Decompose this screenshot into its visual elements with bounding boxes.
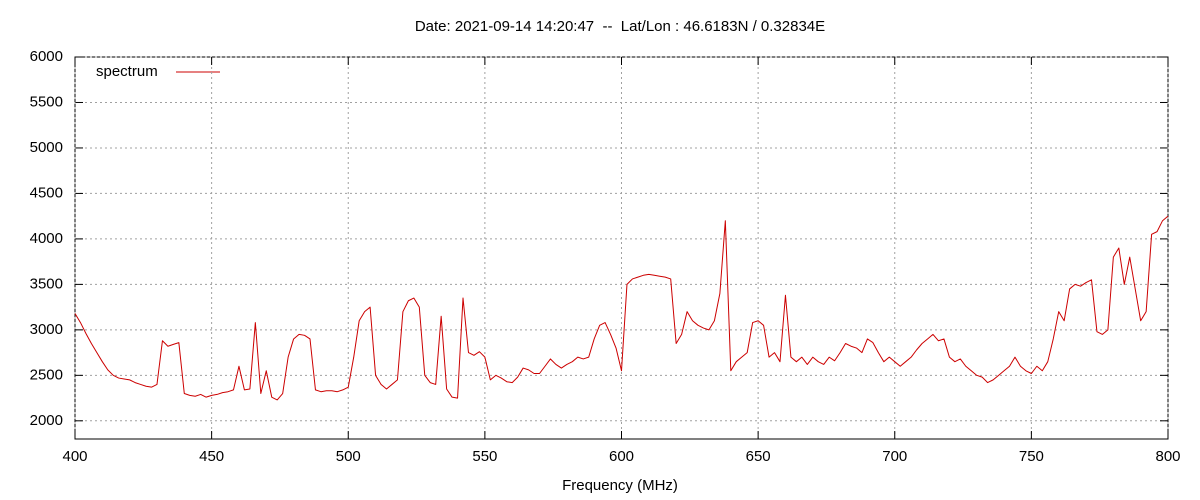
x-tick-label: 550	[472, 448, 497, 465]
y-tick-label: 5000	[30, 139, 63, 156]
y-tick-label: 3500	[30, 275, 63, 292]
y-tick-label: 2500	[30, 366, 63, 383]
legend-label: spectrum	[96, 63, 158, 80]
y-tick-label: 2000	[30, 412, 63, 429]
spectrum-line	[74, 215, 1169, 401]
y-tick-label: 6000	[30, 48, 63, 65]
x-axis-label: Frequency (MHz)	[562, 477, 678, 494]
x-tick-label: 600	[609, 448, 634, 465]
x-tick-label: 750	[1019, 448, 1044, 465]
y-tick-label: 5500	[30, 93, 63, 110]
x-tick-label: 650	[746, 448, 771, 465]
x-tick-label: 450	[199, 448, 224, 465]
y-tick-label: 4500	[30, 184, 63, 201]
x-tick-label: 700	[882, 448, 907, 465]
chart-title: Date: 2021-09-14 14:20:47 -- Lat/Lon : 4…	[415, 18, 825, 35]
y-tick-label: 3000	[30, 321, 63, 338]
x-tick-label: 500	[336, 448, 361, 465]
y-tick-label: 4000	[30, 230, 63, 247]
x-tick-label: 800	[1155, 448, 1180, 465]
x-tick-label: 400	[62, 448, 87, 465]
